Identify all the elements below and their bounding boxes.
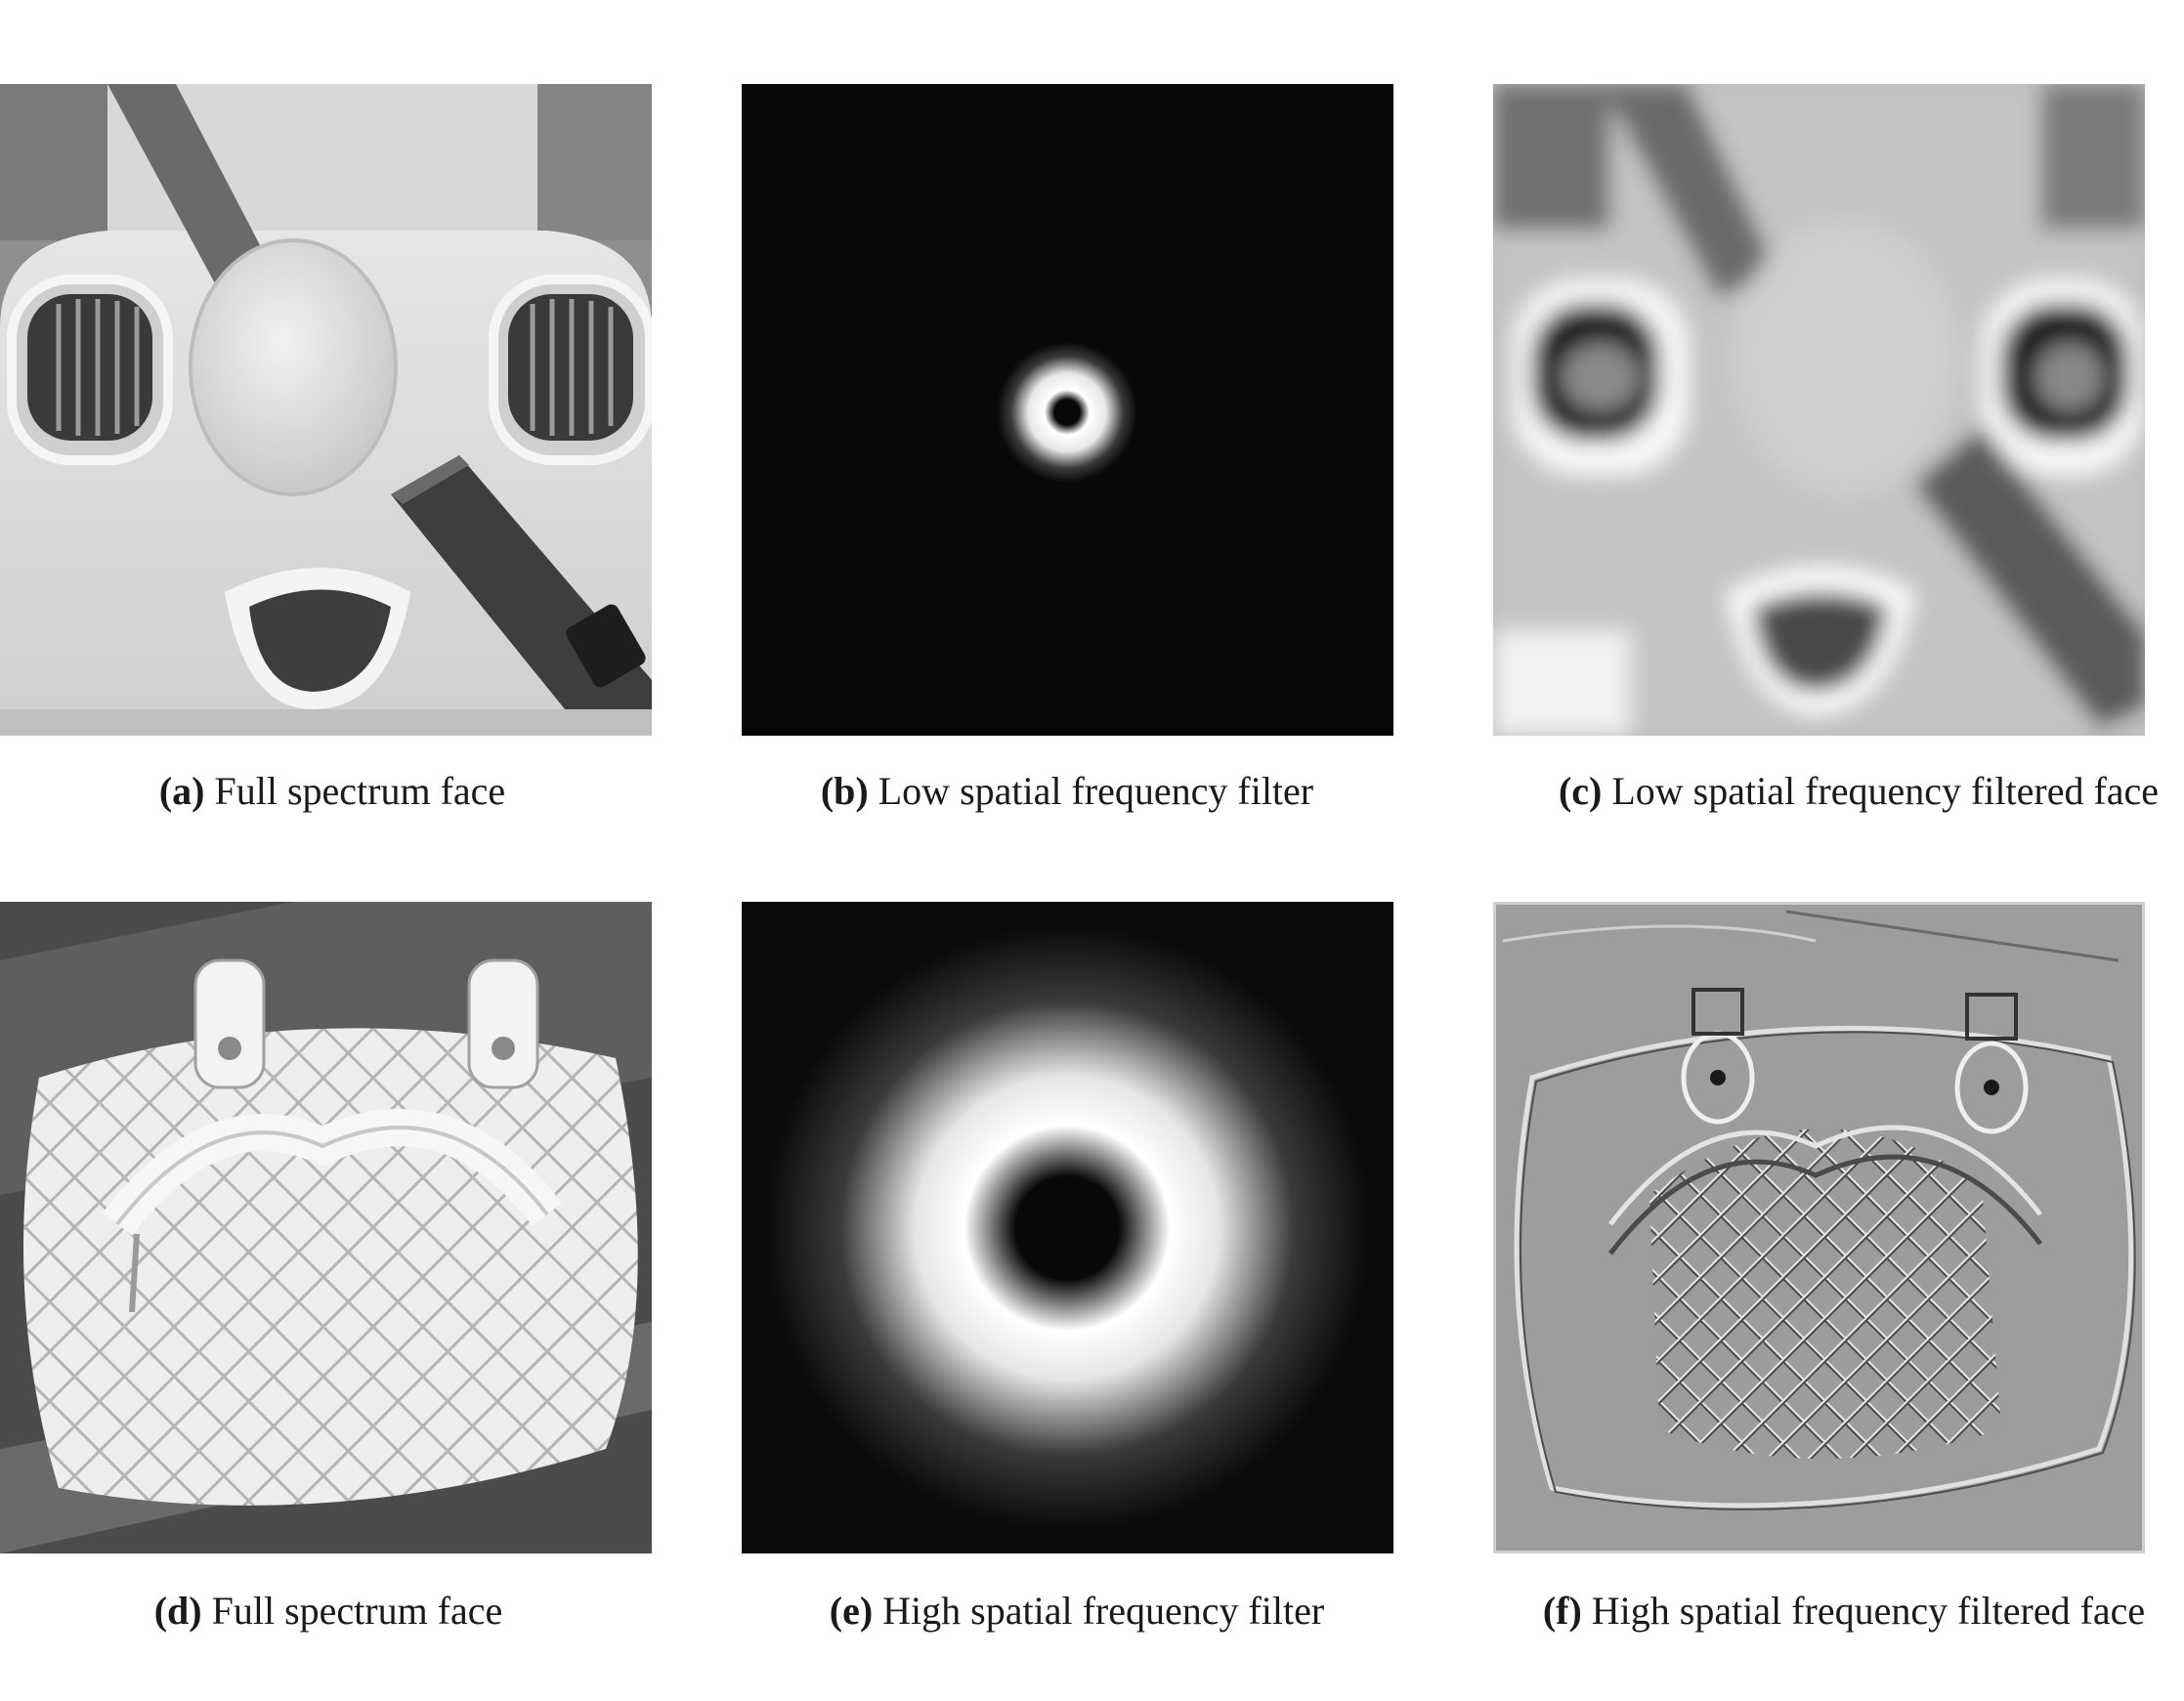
panel-e-high-frequency-filter bbox=[742, 902, 1393, 1553]
caption-e-letter: (e) bbox=[829, 1589, 874, 1633]
caption-f-text: High spatial frequency filtered face bbox=[1591, 1589, 2146, 1633]
caption-a-text: Full spectrum face bbox=[214, 769, 506, 813]
caption-e: (e) High spatial frequency filter bbox=[706, 1588, 1448, 1635]
caption-b-text: Low spatial frequency filter bbox=[878, 769, 1314, 813]
caption-f: (f) High spatial frequency filtered face bbox=[1473, 1588, 2184, 1635]
panel-d-handbag-image bbox=[0, 902, 652, 1553]
panel-a-airplane-image bbox=[0, 84, 652, 736]
caption-f-letter: (f) bbox=[1542, 1589, 1582, 1633]
caption-c-text: Low spatial frequency filtered face bbox=[1611, 769, 2160, 813]
caption-c: (c) Low spatial frequency filtered face bbox=[1487, 768, 2184, 815]
caption-d-letter: (d) bbox=[153, 1589, 202, 1633]
caption-e-text: High spatial frequency filter bbox=[882, 1589, 1325, 1633]
caption-b: (b) Low spatial frequency filter bbox=[696, 768, 1438, 815]
caption-a-letter: (a) bbox=[158, 769, 205, 813]
caption-b-letter: (b) bbox=[820, 769, 869, 813]
caption-a: (a) Full spectrum face bbox=[0, 768, 704, 815]
panel-f-high-filtered-handbag bbox=[1493, 902, 2145, 1553]
caption-d: (d) Full spectrum face bbox=[0, 1588, 700, 1635]
caption-c-letter: (c) bbox=[1558, 769, 1603, 813]
panel-b-low-frequency-filter bbox=[742, 84, 1393, 736]
panel-c-low-filtered-airplane bbox=[1493, 84, 2145, 736]
caption-d-text: Full spectrum face bbox=[211, 1589, 503, 1633]
